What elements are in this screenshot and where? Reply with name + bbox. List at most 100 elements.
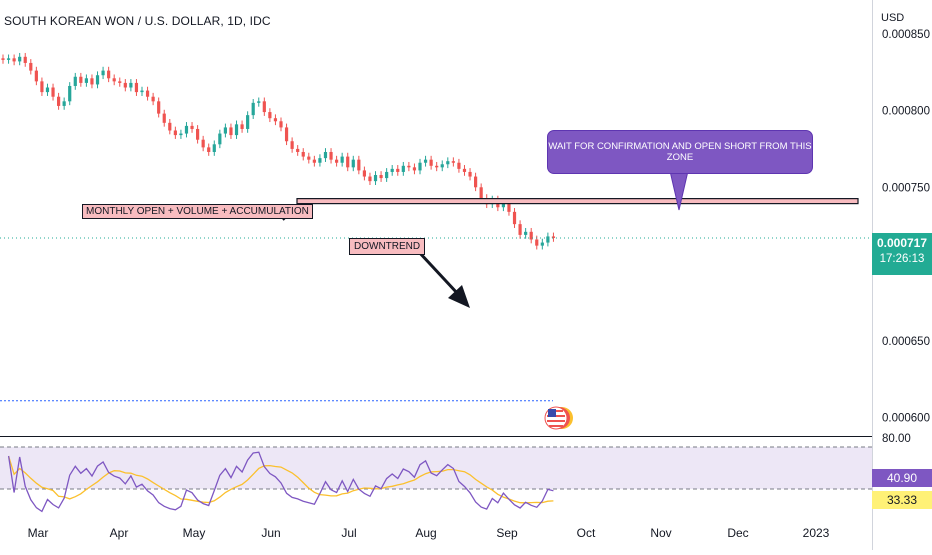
candle-body xyxy=(429,159,433,166)
candle-body xyxy=(435,165,439,168)
candle-body xyxy=(190,125,194,129)
last-price-value: 0.000717 xyxy=(876,236,928,250)
candle-body xyxy=(329,151,333,160)
candle-body xyxy=(340,156,344,163)
candle-body xyxy=(212,144,216,152)
time-tick-label: Mar xyxy=(28,526,49,540)
candle-body xyxy=(168,122,172,131)
candle-body xyxy=(246,115,250,129)
candle-body xyxy=(34,70,38,82)
candle-body xyxy=(23,56,27,63)
candle-body xyxy=(451,161,455,163)
candle-body xyxy=(68,85,72,102)
candle-body xyxy=(157,101,161,114)
candle-body xyxy=(335,159,339,163)
rsi-ma-value-tag: 33.33 xyxy=(872,491,932,509)
downtrend-label[interactable]: DOWNTREND xyxy=(349,238,426,255)
candle-body xyxy=(379,175,383,179)
rsi-top-label: 80.00 xyxy=(882,433,911,445)
candle-body xyxy=(440,164,444,168)
candle-body xyxy=(301,151,305,157)
flag-canton xyxy=(548,409,556,417)
short-zone-callout[interactable]: WAIT FOR CONFIRMATION AND OPEN SHORT FRO… xyxy=(547,130,813,174)
candle-body xyxy=(134,82,139,93)
candle-body xyxy=(368,176,372,182)
candle-body xyxy=(524,231,528,235)
candle-body xyxy=(201,139,205,148)
candle-body xyxy=(29,62,33,71)
candle-body xyxy=(318,158,322,163)
candle-body xyxy=(151,96,155,102)
candle-body xyxy=(501,202,505,208)
us-flag-event-icon[interactable] xyxy=(544,406,573,430)
candle-body xyxy=(18,56,22,62)
currency-label: USD xyxy=(881,12,905,24)
candle-body xyxy=(107,70,111,79)
last-price-tag: 0.000717 17:26:13 xyxy=(872,233,932,275)
candle-series xyxy=(1,52,556,250)
candle-body xyxy=(423,159,428,163)
candle-body xyxy=(123,82,127,88)
candle-body xyxy=(90,78,94,85)
candle-body xyxy=(479,187,483,199)
candle-body xyxy=(101,70,105,76)
resistance-label[interactable]: MONTHLY OPEN + VOLUME + ACCUMULATION xyxy=(82,204,313,219)
resistance-zone-rect xyxy=(296,198,859,205)
candle-body xyxy=(207,147,211,152)
candle-body xyxy=(145,90,150,97)
candle-body xyxy=(418,162,422,171)
candle-body xyxy=(407,165,411,168)
time-axis[interactable]: Mar Apr May Jun Jul Aug Sep Oct Nov Dec 2023 xyxy=(28,526,830,540)
candle-body xyxy=(79,76,83,83)
candle-body xyxy=(351,159,355,168)
candle-body xyxy=(323,151,328,159)
candle-body xyxy=(362,170,366,177)
candle-body xyxy=(184,125,189,134)
rsi-ma-line xyxy=(7,455,554,504)
candle-body xyxy=(546,236,550,243)
candle-body xyxy=(57,96,61,106)
candle-body xyxy=(446,161,450,165)
candle-body xyxy=(518,224,522,235)
candle-body xyxy=(173,130,177,136)
candle-body xyxy=(512,211,517,225)
candle-body xyxy=(529,231,533,240)
candle-body xyxy=(535,239,539,246)
candle-body xyxy=(229,127,233,136)
callout-text: WAIT FOR CONFIRMATION AND OPEN SHORT FRO… xyxy=(548,141,812,163)
rsi-line xyxy=(7,451,554,513)
candle-body xyxy=(223,127,227,134)
resistance-zone[interactable] xyxy=(296,198,859,205)
candle-body xyxy=(112,78,116,82)
candle-body xyxy=(179,133,183,136)
candle-body xyxy=(45,87,50,93)
candle-body xyxy=(257,101,261,103)
candle-body xyxy=(162,113,166,123)
candle-body xyxy=(284,127,289,142)
candle-body xyxy=(307,156,311,160)
candle-body xyxy=(196,128,200,140)
price-tick-label: 0.000800 xyxy=(882,106,930,118)
candle-body xyxy=(73,76,77,86)
downtrend-arrow-shaft xyxy=(416,249,460,296)
price-tick-label: 0.000850 xyxy=(882,29,930,41)
candle-body xyxy=(218,133,222,145)
flag-stripe xyxy=(549,425,563,427)
rsi-band-fill xyxy=(0,447,872,489)
candle-body xyxy=(251,102,255,116)
time-tick-label: Aug xyxy=(415,526,436,540)
symbol-title[interactable]: SOUTH KOREAN WON / U.S. DOLLAR, 1D, IDC xyxy=(4,14,271,28)
candle-body xyxy=(396,168,400,172)
candle-body xyxy=(234,124,239,136)
bar-countdown: 17:26:13 xyxy=(879,253,925,265)
candle-body xyxy=(279,121,283,128)
candle-body xyxy=(12,58,16,62)
candle-body xyxy=(6,58,11,60)
candle-body xyxy=(95,75,100,85)
candle-body xyxy=(357,159,361,171)
price-axis[interactable]: 0.000850 0.000800 0.000750 0.000650 0.000600 xyxy=(882,29,930,425)
candle-body xyxy=(507,202,511,212)
rsi-pane[interactable]: 80.00 xyxy=(0,433,911,513)
